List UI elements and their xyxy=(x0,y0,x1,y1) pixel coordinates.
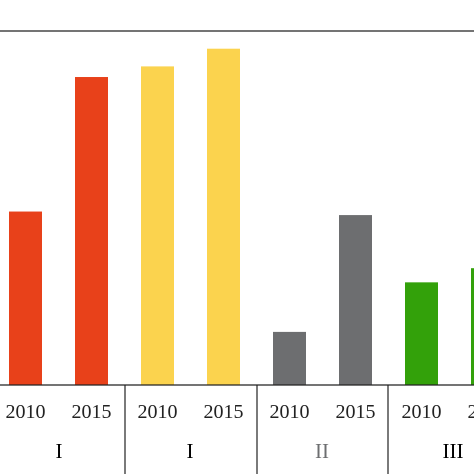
bar-ii-2010-4 xyxy=(273,331,306,385)
bar-i-2015-1 xyxy=(75,77,108,386)
tick-label-2: 2010 xyxy=(138,401,178,423)
bar-ii-2015-5 xyxy=(339,215,372,385)
tick-label-0: 2010 xyxy=(6,401,46,423)
tick-labels: 2010 2015 2010 2015 2010 2015 2010 2015 xyxy=(6,401,474,423)
bar-i-2015-3 xyxy=(207,48,240,385)
tick-label-6: 2010 xyxy=(402,401,442,423)
bar-i-2010-0 xyxy=(9,211,42,385)
group-dividers xyxy=(124,385,389,474)
tick-label-3: 2015 xyxy=(204,401,244,423)
tick-label-4: 2010 xyxy=(270,401,310,423)
group-labels: I I II III xyxy=(56,439,464,463)
group-label-0: I xyxy=(56,439,63,463)
group-label-3: III xyxy=(443,439,464,463)
group-label-1: I xyxy=(187,439,194,463)
tick-label-7: 2015 xyxy=(468,401,474,423)
bar-iii-2010-6 xyxy=(405,282,438,385)
bars-layer xyxy=(9,48,474,386)
tick-label-1: 2015 xyxy=(72,401,112,423)
group-label-2: II xyxy=(315,439,329,463)
bar-i-2010-2 xyxy=(141,66,174,386)
bar-iii-2015-7 xyxy=(471,268,474,385)
tick-label-5: 2015 xyxy=(336,401,376,423)
